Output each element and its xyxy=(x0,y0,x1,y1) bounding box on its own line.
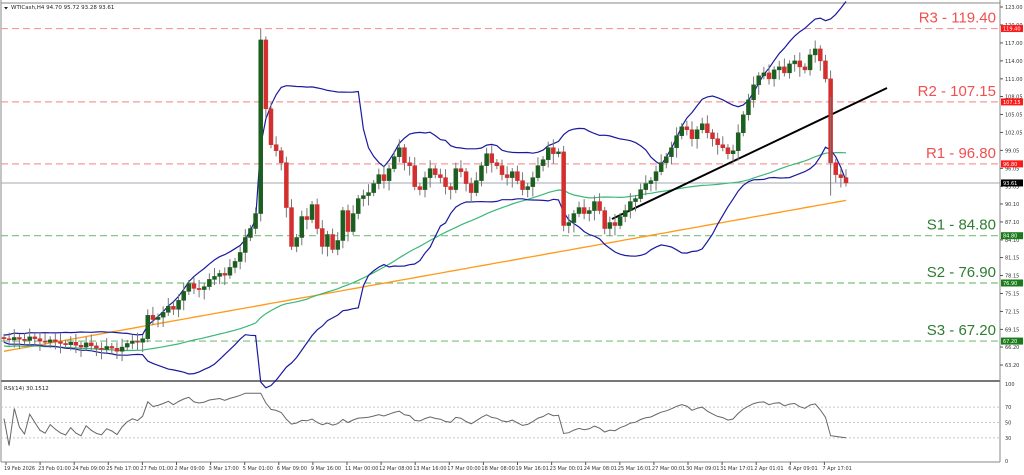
time-tick-label: 18 Mar 08:00 xyxy=(481,466,514,472)
time-tick-label: 13 Mar 16:00 xyxy=(413,466,446,472)
r2-price-tag xyxy=(1001,98,1023,106)
time-tick-label: 23 Mar 00:01 xyxy=(550,466,583,472)
price-tick-label: 99.05 xyxy=(1005,148,1019,154)
time-tick-label: 6 Apr 09:01 xyxy=(788,466,817,472)
r2-level-label: R2 - 107.15 xyxy=(918,83,996,100)
time-axis: 19 Feb 2026 23 Feb 01:00 24 Feb 09:00 25 Fe… xyxy=(4,462,852,472)
chart-header: WTICash,H4 94.70 95.72 93.28 93.61 xyxy=(4,5,114,11)
time-tick-label: 19 Mar 16:01 xyxy=(516,466,549,472)
svg-text:119.40: 119.40 xyxy=(1003,27,1021,33)
price-tick-label: 96.05 xyxy=(1005,166,1019,172)
bollinger-lower xyxy=(3,146,847,389)
price-tick-label: 114.00 xyxy=(1005,59,1023,65)
level-labels: R3 - 119.40 R2 - 107.15 R1 - 96.80 S1 - 84.… xyxy=(918,10,996,340)
time-tick-label: 7 Apr 17:01 xyxy=(822,466,851,472)
svg-text:76.90: 76.90 xyxy=(1003,281,1017,287)
s2-level-label: S2 - 76.90 xyxy=(927,264,996,281)
r3-level-label: R3 - 119.40 xyxy=(919,10,996,27)
svg-text:107.15: 107.15 xyxy=(1003,100,1021,106)
s1-price-tag xyxy=(1001,232,1023,240)
svg-text:93.61: 93.61 xyxy=(1003,181,1017,187)
symbol-ohlc-text: WTICash,H4 94.70 95.72 93.28 93.61 xyxy=(11,5,114,11)
time-tick-label: 25 Feb 17:00 xyxy=(106,466,139,472)
svg-text:70: 70 xyxy=(1005,405,1011,411)
price-tick-label: 84.10 xyxy=(1005,238,1019,244)
r3-price-tag xyxy=(1001,25,1023,33)
price-tick-label: 111.00 xyxy=(1005,77,1023,83)
svg-text:0: 0 xyxy=(1005,459,1008,465)
time-tick-label: 12 Mar 08:00 xyxy=(379,466,412,472)
time-tick-label: 24 Mar 08:01 xyxy=(584,466,617,472)
price-tick-label: 105.05 xyxy=(1005,112,1023,118)
time-tick-label: 6 Mar 09:00 xyxy=(277,466,307,472)
time-tick-label: 2 Apr 01:01 xyxy=(754,466,783,472)
price-tick-label: 63.20 xyxy=(1005,363,1019,369)
svg-text:30: 30 xyxy=(1005,436,1011,442)
r1-price-tag xyxy=(1001,160,1023,168)
time-tick-label: 11 Mar 00:00 xyxy=(345,466,378,472)
time-tick-label: 2 Mar 09:00 xyxy=(175,466,205,472)
candlesticks xyxy=(1,28,849,362)
time-tick-label: 30 Mar 09:01 xyxy=(686,466,719,472)
moving-average-orange xyxy=(3,199,847,352)
s3-price-tag xyxy=(1001,337,1023,345)
svg-text:84.80: 84.80 xyxy=(1003,234,1017,240)
price-tags: 119.40 107.15 96.80 84.80 76.90 67.20 93.61 xyxy=(1001,25,1023,345)
price-axis: 123.00120.00117.00114.00111.00108.05105.… xyxy=(1000,5,1023,369)
svg-text:96.80: 96.80 xyxy=(1003,162,1017,168)
price-tick-label: 69.15 xyxy=(1005,327,1019,333)
s3-level-label: S3 - 67.20 xyxy=(927,322,996,339)
time-tick-label: 27 Mar 00:01 xyxy=(652,466,685,472)
svg-text:67.20: 67.20 xyxy=(1003,339,1017,345)
svg-text:100: 100 xyxy=(1005,382,1015,388)
rsi-line xyxy=(3,392,847,446)
time-tick-label: 24 Feb 09:00 xyxy=(72,466,105,472)
s2-price-tag xyxy=(1001,279,1023,287)
time-tick-label: 3 Mar 17:00 xyxy=(209,466,239,472)
time-tick-label: 17 Mar 00:00 xyxy=(447,466,480,472)
price-tick-label: 87.10 xyxy=(1005,220,1019,226)
price-tick-label: 72.15 xyxy=(1005,309,1019,315)
time-tick-label: 23 Feb 01:00 xyxy=(38,466,71,472)
price-tick-label: 78.15 xyxy=(1005,274,1019,280)
rsi-label: RSI(14) 30.1512 xyxy=(4,386,49,392)
current-price-tag xyxy=(1001,179,1023,187)
time-tick-label: 5 Mar 01:00 xyxy=(243,466,273,472)
price-tick-label: 93.05 xyxy=(1005,184,1019,190)
support-resistance-levels xyxy=(1,27,1000,342)
price-tick-label: 102.05 xyxy=(1005,130,1023,136)
time-tick-label: 31 Mar 17:01 xyxy=(720,466,753,472)
price-tick-label: 108.05 xyxy=(1005,95,1023,101)
rsi-panel: RSI(14) 30.1512 100 70 50 30 0 xyxy=(1,382,1015,465)
price-tick-label: 90.10 xyxy=(1005,202,1019,208)
dropdown-triangle-icon xyxy=(4,7,8,10)
price-tick-label: 117.00 xyxy=(1005,41,1023,47)
s1-level-label: S1 - 84.80 xyxy=(927,217,996,234)
time-tick-label: 19 Feb 2026 xyxy=(4,466,35,472)
r1-level-label: R1 - 96.80 xyxy=(926,145,996,162)
time-tick-label: 9 Mar 16:00 xyxy=(311,466,341,472)
svg-text:50: 50 xyxy=(1005,421,1011,427)
price-tick-label: 66.20 xyxy=(1005,345,1019,351)
ascending-trendline xyxy=(611,87,888,220)
price-tick-label: 123.00 xyxy=(1005,5,1023,11)
indicators xyxy=(3,1,888,389)
bollinger-upper xyxy=(3,1,847,336)
time-tick-label: 27 Feb 01:00 xyxy=(140,466,173,472)
price-tick-label: 81.15 xyxy=(1005,256,1019,262)
moving-average-green xyxy=(3,152,847,352)
time-tick-label: 25 Mar 16:01 xyxy=(618,466,651,472)
price-tick-label: 75.15 xyxy=(1005,291,1019,297)
